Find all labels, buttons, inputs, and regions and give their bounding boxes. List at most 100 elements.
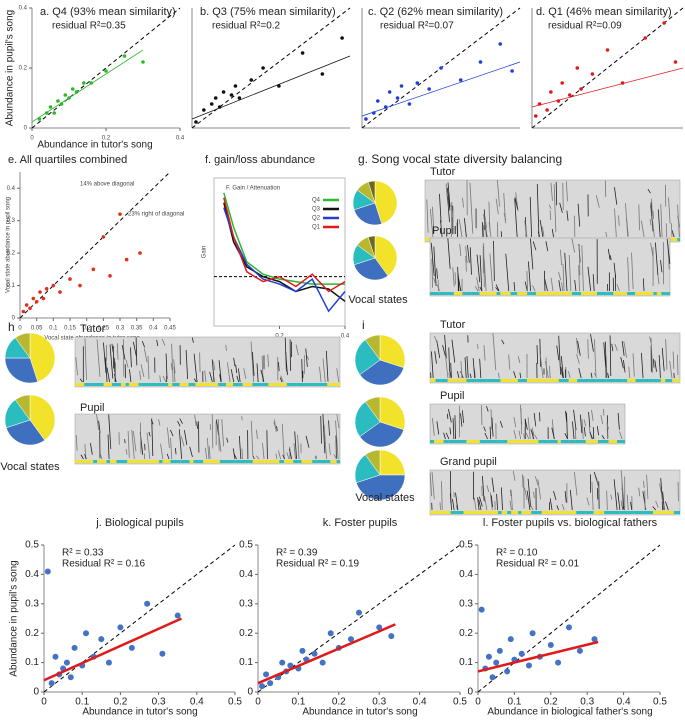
y-tick-label: 0.1 (459, 657, 473, 668)
spectrogram-stroke (483, 243, 485, 288)
spectrogram-stroke (452, 498, 455, 511)
point (128, 644, 135, 651)
spectrogram-stroke (513, 281, 516, 292)
state-bar (675, 379, 680, 382)
state-bar (547, 440, 558, 443)
spectrogram-stroke (336, 414, 340, 429)
spectrogram-stroke (566, 181, 568, 202)
state-bar (210, 460, 220, 463)
point (549, 90, 553, 94)
spectrogram-stroke (591, 410, 594, 422)
spectrogram-stroke (151, 418, 154, 457)
point (489, 674, 496, 681)
pie-slice (367, 180, 376, 204)
point (525, 662, 532, 669)
chart-title: j. Biological pupils (95, 517, 184, 529)
spectrogram-stroke (558, 335, 562, 375)
spectrogram-stroke (567, 370, 571, 379)
state-bar (219, 460, 230, 463)
state-bar (333, 383, 340, 386)
spectrogram-stroke (513, 417, 517, 428)
spectrogram-stroke (657, 275, 660, 285)
spectrogram-stroke (336, 368, 340, 383)
point (407, 102, 412, 106)
state-bar (672, 238, 678, 241)
spectrogram-stroke (173, 359, 176, 374)
spectrogram-stroke (677, 215, 680, 228)
state-bar (317, 383, 328, 386)
spectrogram-stroke (255, 455, 260, 460)
spectrogram-stroke (90, 443, 93, 455)
spectrogram-stroke (226, 437, 229, 443)
spectrogram-stroke (473, 497, 477, 511)
spectrogram-stroke (560, 249, 562, 266)
chart-title: k. Foster pupils (323, 517, 398, 529)
state-bar (604, 511, 609, 514)
legend-label: Vocal states (348, 294, 408, 306)
y-tick-label: 0.2 (7, 251, 16, 257)
state-bar (268, 383, 276, 386)
spectrogram-label: Pupil (432, 225, 456, 237)
state-bar (296, 383, 307, 386)
spectrogram-stroke (620, 356, 624, 369)
spectrogram-stroke (98, 420, 101, 433)
state-bar (233, 383, 239, 386)
spectrogram-stroke (524, 281, 528, 292)
state-bar (205, 383, 211, 386)
state-bar (635, 379, 645, 382)
point (478, 606, 485, 613)
state-bar (500, 379, 511, 382)
spectrogram-stroke (488, 222, 492, 238)
spectrogram-stroke (499, 420, 503, 428)
spectrogram-stroke (125, 359, 129, 368)
state-bar (538, 511, 542, 514)
spectrogram-stroke (218, 360, 222, 383)
spectrogram-stroke (161, 338, 166, 346)
point (34, 299, 39, 304)
spectrogram-stroke (523, 433, 526, 440)
state-bar (554, 292, 560, 295)
x-tick-label: 0.2 (82, 326, 91, 332)
x-tick-label: 0 (41, 697, 47, 708)
state-bar (517, 292, 528, 295)
spectrogram-stroke (590, 333, 594, 352)
spectrogram-stroke (638, 487, 641, 497)
spectrogram-stroke (550, 182, 553, 201)
point (518, 650, 525, 657)
state-bar (536, 292, 542, 295)
state-bar (336, 460, 340, 463)
point (108, 274, 112, 278)
state-bar (510, 379, 518, 382)
state-bar (559, 292, 569, 295)
spectrogram-stroke (542, 226, 545, 237)
annotation: R² = 0.33 (62, 548, 104, 559)
spectrogram-stroke (568, 254, 572, 292)
spectrogram-stroke (587, 339, 589, 359)
spectrogram-stroke (660, 204, 663, 238)
state-bar (510, 292, 518, 295)
x-tick-label: 0.4 (149, 326, 158, 332)
state-bar (644, 292, 654, 295)
spectrogram-stroke (632, 353, 635, 377)
state-bar (547, 379, 554, 382)
spectrogram-stroke (227, 362, 231, 383)
state-bar (159, 383, 169, 386)
inner-title: F. Gain / Attenuation (226, 186, 280, 192)
state-bar (268, 460, 280, 463)
point (576, 647, 583, 654)
subtitle: residual R²=0.07 (380, 21, 454, 32)
point (221, 90, 226, 94)
pie-slice (367, 235, 376, 259)
spectrogram-stroke (80, 454, 84, 460)
x-tick-label: 0.45 (164, 326, 176, 332)
spectrogram-stroke (508, 354, 511, 370)
x-tick-label: 0.2 (544, 697, 558, 708)
point (427, 87, 431, 91)
y-tick-label: 0 (33, 687, 39, 698)
spectrogram-stroke (530, 505, 534, 511)
chart-title: b. Q3 (75% mean similarity) (200, 6, 336, 18)
diagonal (19, 171, 171, 319)
state-bar (301, 460, 313, 463)
x-tick-label: 0.4 (190, 697, 204, 708)
state-bar (588, 379, 597, 382)
